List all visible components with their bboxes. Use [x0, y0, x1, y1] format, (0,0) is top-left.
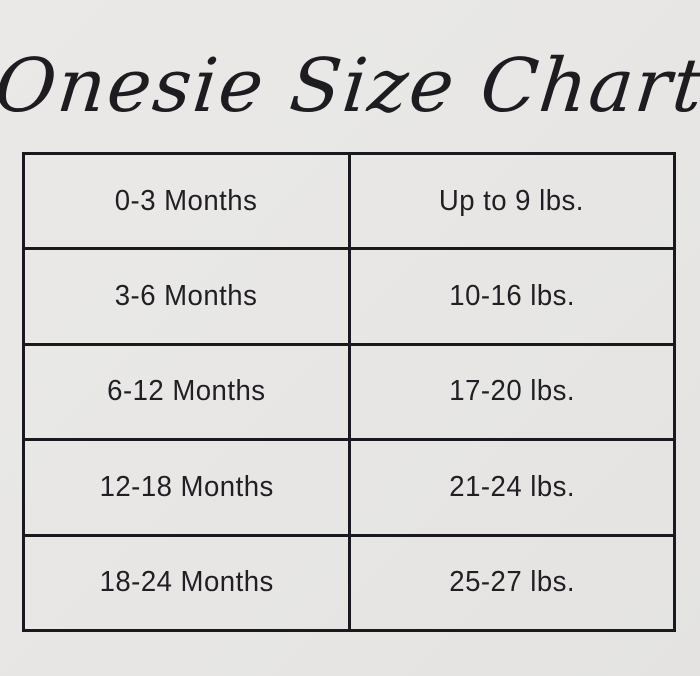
table-cell-weight: 10-16 lbs.	[347, 247, 676, 346]
table-cell-age: 12-18 Months	[22, 438, 351, 537]
age-range-label: 6-12 Months	[107, 375, 266, 408]
weight-range-label: Up to 9 lbs.	[439, 184, 585, 217]
table-cell-age: 0-3 Months	[22, 151, 351, 251]
table-row: 3-6 Months 10-16 lbs.	[22, 247, 676, 346]
table-row: 12-18 Months 21-24 lbs.	[22, 438, 676, 537]
size-chart-table: 0-3 Months Up to 9 lbs. 3-6 Months 10-16…	[22, 151, 676, 633]
weight-range-label: 10-16 lbs.	[448, 280, 575, 313]
weight-range-label: 21-24 lbs.	[448, 470, 575, 503]
table-cell-weight: 17-20 lbs.	[347, 342, 676, 442]
table-cell-age: 18-24 Months	[22, 533, 351, 633]
table-row: 18-24 Months 25-27 lbs.	[22, 533, 676, 633]
table-cell-weight: 25-27 lbs.	[347, 533, 676, 633]
age-range-label: 0-3 Months	[114, 184, 258, 217]
weight-range-label: 17-20 lbs.	[448, 375, 575, 408]
page-title: Onesie Size Chart	[0, 43, 700, 129]
table-cell-weight: 21-24 lbs.	[347, 438, 676, 537]
weight-range-label: 25-27 lbs.	[448, 566, 575, 599]
age-range-label: 3-6 Months	[114, 280, 258, 313]
age-range-label: 18-24 Months	[99, 566, 274, 599]
table-cell-weight: Up to 9 lbs.	[347, 151, 676, 251]
table-cell-age: 6-12 Months	[22, 342, 351, 442]
age-range-label: 12-18 Months	[99, 470, 274, 503]
table-cell-age: 3-6 Months	[22, 247, 351, 346]
table-row: 6-12 Months 17-20 lbs.	[22, 342, 676, 442]
table-row: 0-3 Months Up to 9 lbs.	[22, 151, 676, 251]
